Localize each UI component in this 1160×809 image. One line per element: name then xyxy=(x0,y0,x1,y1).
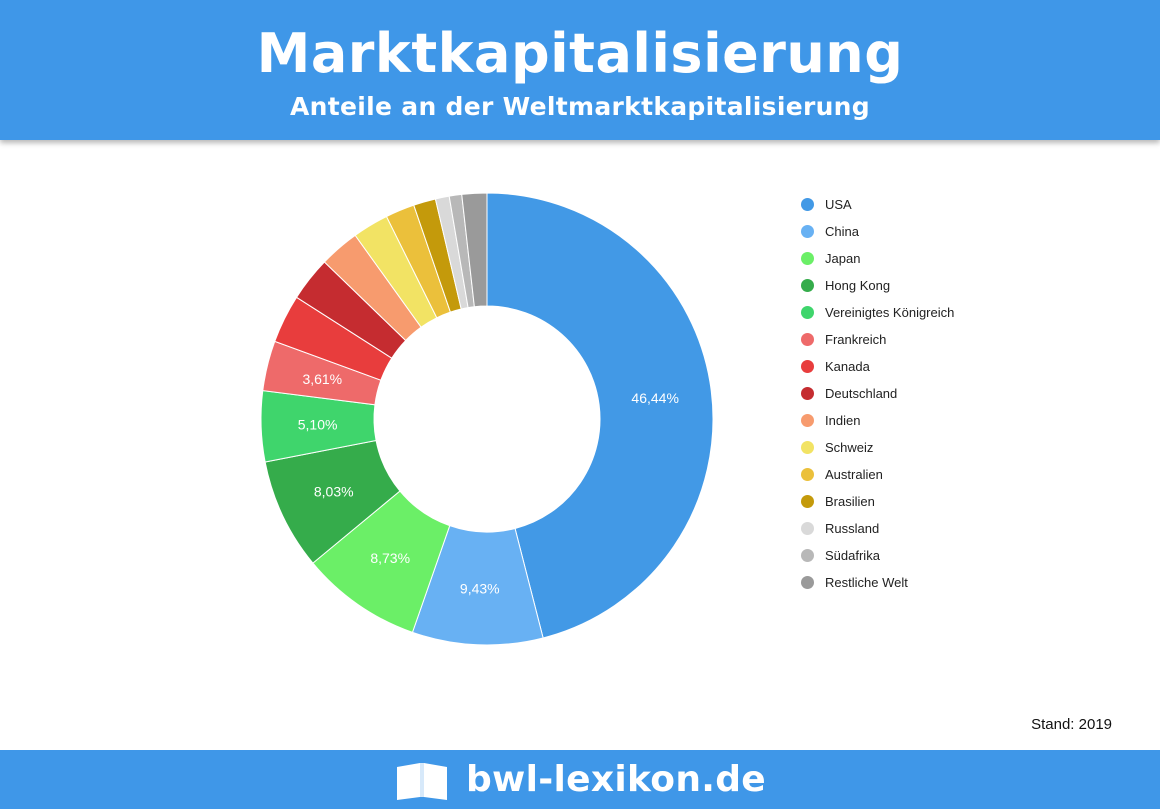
legend-swatch xyxy=(801,495,814,508)
legend-label: China xyxy=(825,224,859,239)
legend-item-brasilien: Brasilien xyxy=(801,488,954,515)
footer-banner: bwl-lexikon.de xyxy=(0,750,1160,809)
legend-item-japan: Japan xyxy=(801,245,954,272)
legend-swatch xyxy=(801,225,814,238)
legend-label: USA xyxy=(825,197,852,212)
chart-legend: USA China Japan Hong Kong Vereinigtes Königr… xyxy=(801,191,954,596)
legend-item-usa: USA xyxy=(801,191,954,218)
legend-swatch xyxy=(801,252,814,265)
page-title: Marktkapitalisierung xyxy=(256,22,904,85)
legend-item-australien: Australien xyxy=(801,461,954,488)
legend-label: Indien xyxy=(825,413,861,428)
page-subtitle: Anteile an der Weltmarktkapitalisierung xyxy=(290,92,870,121)
legend-swatch xyxy=(801,468,814,481)
legend-item-frankreich: Frankreich xyxy=(801,326,954,353)
donut-chart: 46,44% 9,43% 8,73% 8,03% 5,10% 3,61% xyxy=(260,192,714,646)
legend-swatch xyxy=(801,414,814,427)
legend-item-indien: Indien xyxy=(801,407,954,434)
legend-label: Südafrika xyxy=(825,548,880,563)
legend-label: Hong Kong xyxy=(825,278,891,293)
legend-swatch xyxy=(801,387,814,400)
legend-label: Brasilien xyxy=(825,494,875,509)
legend-item-vereinigtes-koenigreich: Vereinigtes Königreich xyxy=(801,299,954,326)
legend-label: Vereinigtes Königreich xyxy=(825,305,955,320)
legend-swatch xyxy=(801,279,814,292)
legend-item-schweiz: Schweiz xyxy=(801,434,954,461)
header-banner: Marktkapitalisierung Anteile an der Welt… xyxy=(0,0,1160,140)
legend-swatch xyxy=(801,522,814,535)
legend-item-russland: Russland xyxy=(801,515,954,542)
slice-label-hong-kong: 8,03% xyxy=(314,483,354,499)
slice-usa xyxy=(486,192,714,639)
brand-name: bwl-lexikon.de xyxy=(465,759,767,800)
legend-label: Russland xyxy=(825,521,880,536)
slice-restliche-welt xyxy=(461,192,488,308)
legend-item-hong-kong: Hong Kong xyxy=(801,272,954,299)
book-icon xyxy=(396,762,447,800)
legend-swatch xyxy=(801,441,814,454)
legend-swatch xyxy=(801,306,814,319)
chart-slices xyxy=(260,192,714,646)
date-note: Stand: 2019 xyxy=(1031,716,1112,733)
legend-swatch xyxy=(801,198,814,211)
legend-item-china: China xyxy=(801,218,954,245)
legend-label: Deutschland xyxy=(825,386,898,401)
slice-label-frankreich: 3,61% xyxy=(302,371,342,387)
legend-label: Schweiz xyxy=(825,440,874,455)
legend-item-kanada: Kanada xyxy=(801,353,954,380)
legend-item-deutschland: Deutschland xyxy=(801,380,954,407)
slice-label-japan: 8,73% xyxy=(370,550,410,566)
legend-swatch xyxy=(801,360,814,373)
legend-swatch xyxy=(801,333,814,346)
slice-label-china: 9,43% xyxy=(460,580,500,596)
legend-label: Frankreich xyxy=(825,332,887,347)
legend-swatch xyxy=(801,549,814,562)
chart-slice-labels: 46,44% 9,43% 8,73% 8,03% 5,10% 3,61% xyxy=(298,371,679,596)
legend-label: Japan xyxy=(825,251,861,266)
slice-label-usa: 46,44% xyxy=(631,390,678,406)
legend-item-restliche-welt: Restliche Welt xyxy=(801,569,954,596)
legend-swatch xyxy=(801,576,814,589)
legend-label: Kanada xyxy=(825,359,870,374)
legend-item-suedafrika: Südafrika xyxy=(801,542,954,569)
slice-label-vereinigtes-koenigreich: 5,10% xyxy=(298,417,338,433)
legend-label: Restliche Welt xyxy=(825,575,908,590)
legend-label: Australien xyxy=(825,467,883,482)
